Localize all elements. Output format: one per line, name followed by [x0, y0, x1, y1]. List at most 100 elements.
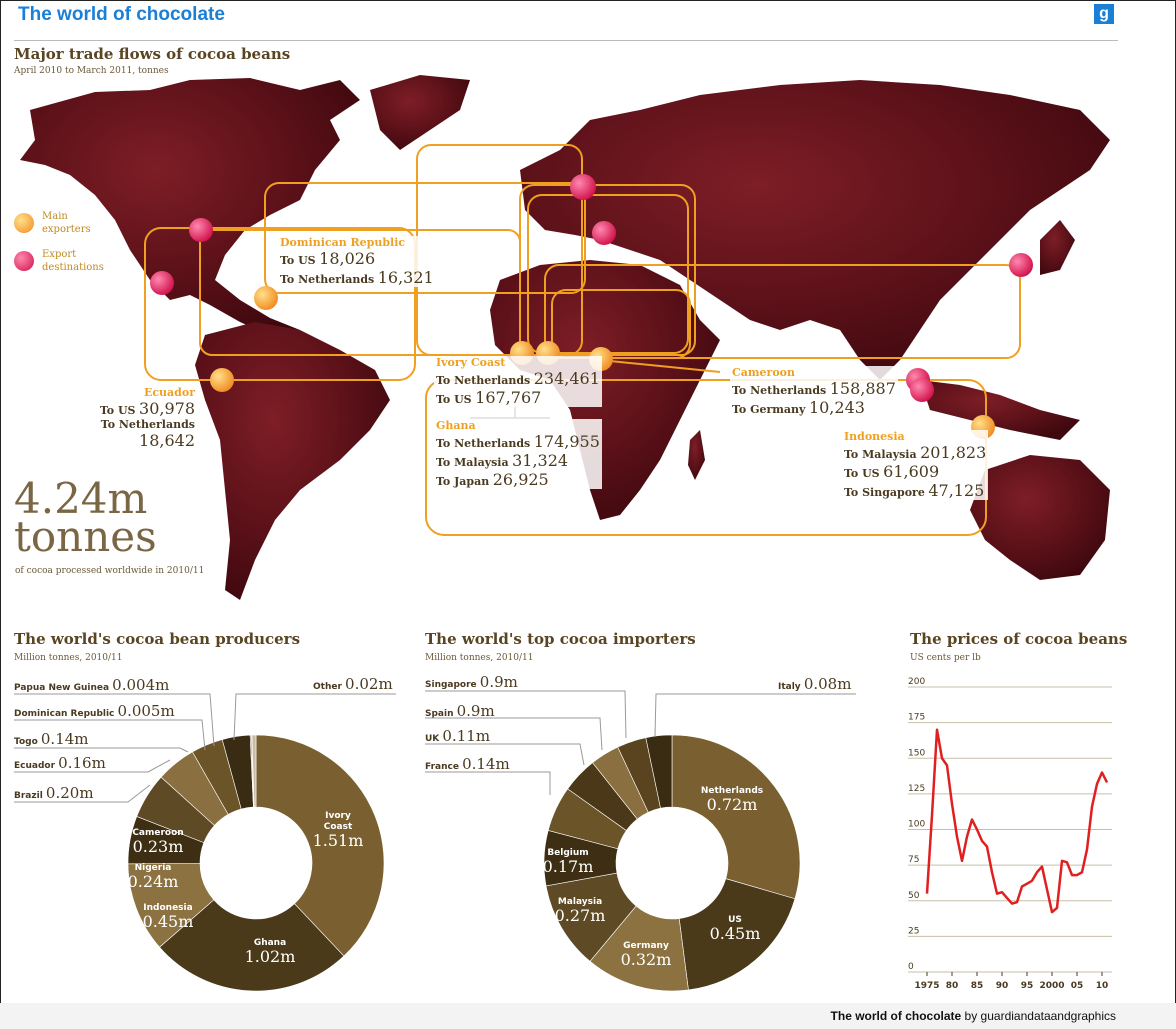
slice-name: US	[728, 915, 742, 925]
slice-label-us: US0.45m	[710, 915, 761, 943]
slice-name: Other 0.02m	[313, 675, 393, 693]
slice-name: France 0.14m	[425, 755, 510, 773]
slice-value: 0.32m	[621, 950, 672, 969]
flow-value: 31,324	[512, 451, 569, 470]
slice-name: Brazil 0.20m	[14, 784, 94, 802]
y-tick-label: 150	[908, 748, 925, 758]
x-tick-label: 10	[1096, 981, 1109, 991]
slice-label-brazil: Brazil 0.20m	[14, 784, 151, 803]
flow-destination: To US	[99, 404, 136, 417]
page-title: The world of chocolate	[18, 4, 225, 25]
slice-name: UK 0.11m	[425, 727, 490, 745]
exporter-dot-icon	[14, 213, 34, 233]
flow-destination: To US	[844, 467, 880, 480]
flow-destination: To Netherlands	[280, 273, 375, 286]
leader-line	[14, 784, 151, 803]
slice-name: Ghana	[254, 938, 286, 948]
exporter-name: Ghana	[436, 419, 476, 432]
y-tick-label: 25	[908, 926, 919, 936]
exporter-name: Dominican Republic	[280, 236, 406, 249]
guardian-logo-icon[interactable]: g	[1094, 4, 1114, 24]
slice-label-togo: Togo 0.14m	[14, 730, 189, 753]
map-title: Major trade flows of cocoa beans	[14, 45, 291, 63]
importers-title: The world's top cocoa importers	[425, 630, 696, 648]
slice-netherlands	[671, 734, 801, 900]
producers-title: The world's cocoa bean producers	[14, 630, 301, 648]
leader-line	[425, 743, 585, 766]
flow-destination: To Netherlands	[436, 374, 531, 387]
x-tick-label: 2000	[1039, 981, 1064, 991]
producers-subtitle: Million tonnes, 2010/11	[14, 653, 123, 663]
slice-value: 0.27m	[555, 906, 606, 925]
divider	[14, 40, 1118, 41]
map-subtitle: April 2010 to March 2011, tonnes	[14, 66, 169, 76]
x-tick-label: 05	[1071, 981, 1084, 991]
flow-value: 10,243	[808, 398, 865, 417]
leader-line	[654, 693, 856, 737]
exporter-name: Cameroon	[732, 366, 795, 379]
flow-destination: To Singapore	[844, 486, 925, 499]
leader-line	[14, 759, 171, 773]
exporter-ivory-coast: Ivory Coast To Netherlands 234,461 To US…	[434, 356, 602, 407]
destination-dot-icon	[14, 251, 34, 271]
slice-name: Ecuador 0.16m	[14, 754, 106, 772]
flow-value: 18,026	[319, 249, 376, 268]
flow-value: 174,955	[533, 432, 600, 451]
y-tick-label: 200	[908, 677, 925, 687]
exporter-name: Indonesia	[844, 430, 905, 443]
prices-title: The prices of cocoa beans	[910, 630, 1128, 648]
leader-line	[233, 693, 396, 741]
total-value: 4.24m	[14, 474, 148, 523]
flow-value: 26,925	[492, 470, 549, 489]
slice-name: Singapore 0.9m	[425, 673, 518, 691]
flow-destination: To Netherlands	[100, 418, 195, 431]
x-tick-label: 95	[1021, 981, 1034, 991]
slice-value: 0.24m	[128, 872, 179, 891]
x-tick-label: 85	[971, 981, 984, 991]
flow-destination: To Netherlands	[732, 384, 827, 397]
flow-value: 47,125	[928, 481, 985, 500]
slice-name: Indonesia	[143, 903, 192, 913]
y-tick-label: 175	[908, 713, 925, 723]
x-tick-label: 1975	[914, 981, 939, 991]
y-tick-label: 50	[908, 891, 920, 901]
flow-destination: To Japan	[436, 475, 490, 488]
y-tick-label: 0	[908, 962, 914, 972]
leader-line	[14, 747, 189, 753]
slice-us	[678, 878, 796, 991]
slice-name: Italy 0.08m	[778, 675, 851, 693]
leader-line	[425, 717, 603, 751]
total-cocoa: 4.24m tonnes	[14, 474, 157, 558]
map-legend: Main exporters Export destinations	[14, 210, 104, 286]
flow-destination: To Netherlands	[436, 437, 531, 450]
exporter-ghana: Ghana To Netherlands 174,955 To Malaysia…	[434, 419, 602, 489]
prices-subtitle: US cents per lb	[910, 653, 981, 663]
y-tick-label: 100	[908, 820, 925, 830]
legend-exporters: Main exporters	[14, 210, 104, 236]
slice-name: Papua New Guinea 0.004m	[14, 676, 169, 694]
exporter-cameroon: Cameroon To Netherlands 158,887 To Germa…	[730, 366, 898, 417]
y-tick-label: 75	[908, 855, 919, 865]
flow-destination: To US	[280, 254, 316, 267]
slice-name: Cameroon	[132, 828, 183, 838]
slice-ivory-coast	[255, 734, 385, 957]
slice-name: Belgium	[547, 848, 588, 858]
footer-byline: by guardiandataandgraphics	[961, 1009, 1116, 1023]
slice-value: 0.23m	[133, 837, 184, 856]
slice-name: Malaysia	[558, 897, 602, 907]
flow-destination: To Malaysia	[844, 448, 917, 461]
leader-line	[14, 719, 206, 751]
price-series-line	[925, 728, 1109, 914]
total-caption: of cocoa processed worldwide in 2010/11	[15, 566, 205, 576]
footer-credit[interactable]: The world of chocolate by guardiandataan…	[831, 1009, 1116, 1023]
